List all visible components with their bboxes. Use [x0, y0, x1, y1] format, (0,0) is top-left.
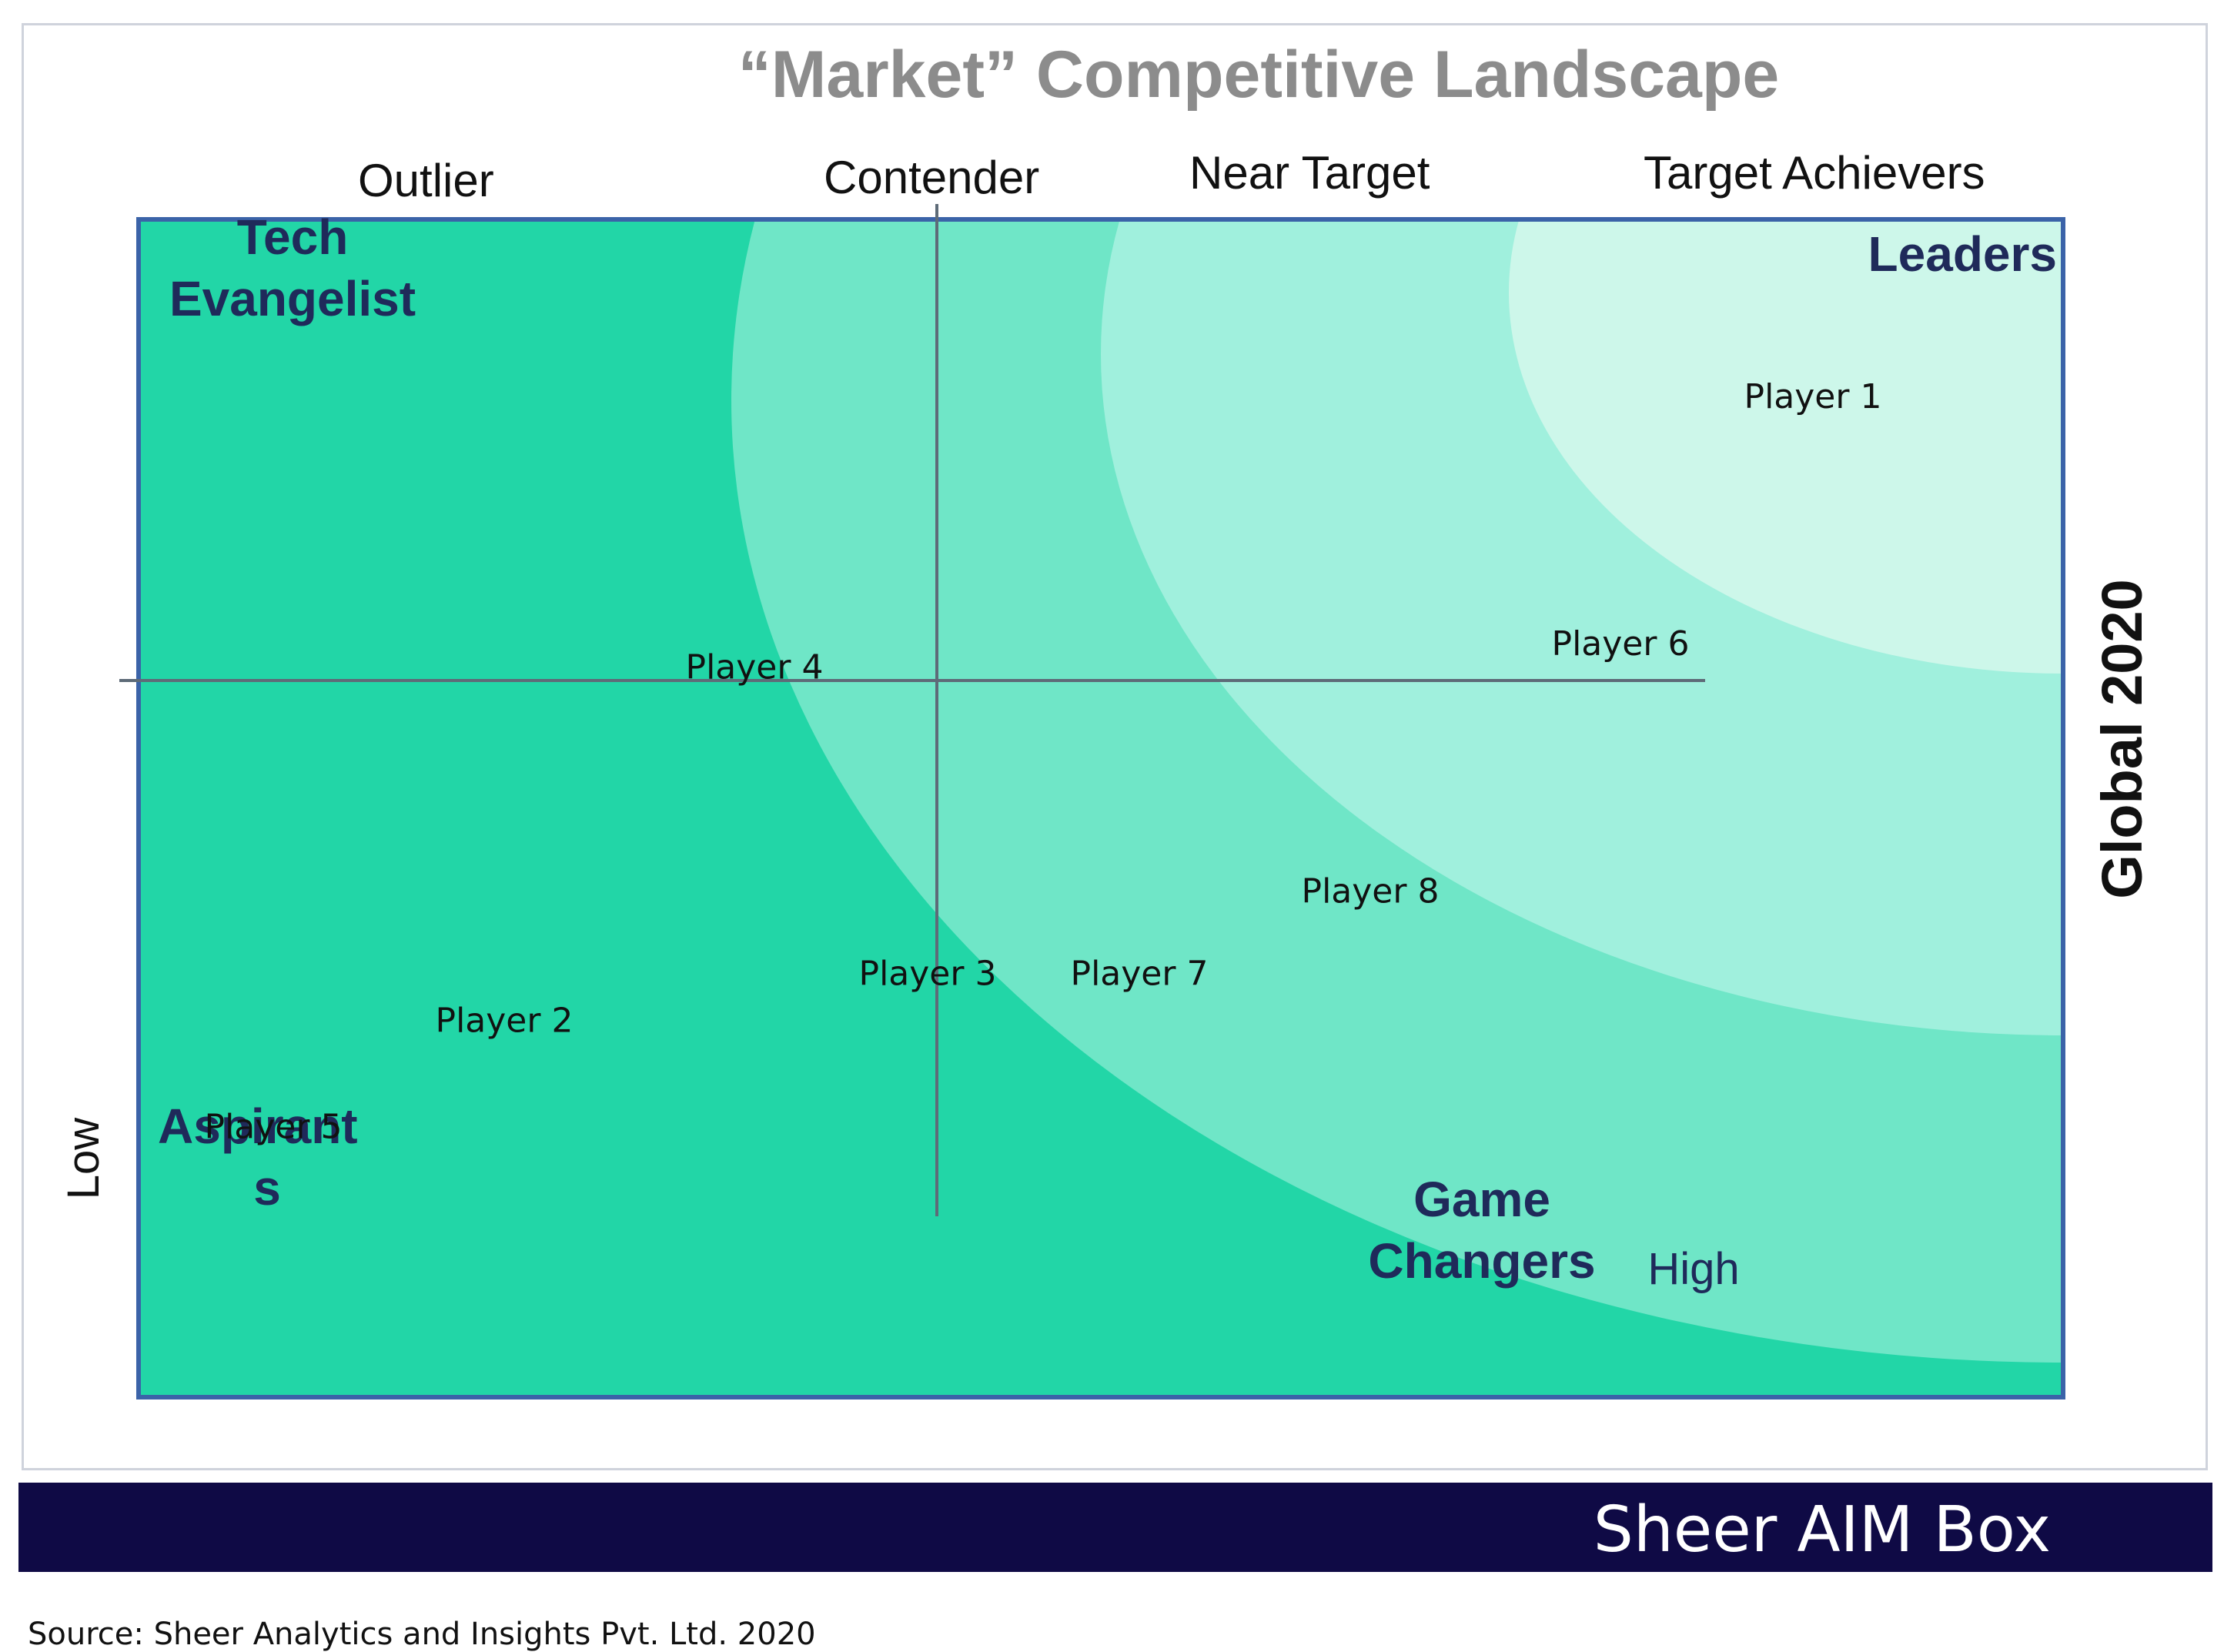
player-label: Player 3	[859, 955, 997, 994]
quadrant-label-evangelist: Evangelist	[169, 271, 416, 326]
column-target-achievers: Target Achievers	[1644, 147, 1985, 199]
column-contender: Contender	[824, 152, 1040, 203]
column-near-target: Near Target	[1189, 147, 1430, 199]
banner: Sheer AIM Box	[18, 1483, 2212, 1572]
quadrant-label-tech: Tech	[237, 209, 349, 265]
player-label: Player 4	[686, 648, 824, 687]
chart-frame	[22, 23, 2208, 1470]
chart-title: “Market” Competitive Landscape	[737, 38, 1780, 112]
quadrant-label-game: Game	[1413, 1172, 1550, 1227]
column-outlier: Outlier	[358, 155, 494, 206]
quadrant-label-leaders: Leaders	[1868, 226, 2057, 282]
player-label: Player 5	[205, 1107, 343, 1146]
axis-label-low: Low	[59, 1117, 109, 1200]
player-labels: Player 1 Player 6 Player 4 Player 8 Player 3…	[205, 377, 1882, 1147]
quadrant-label-changers: Changers	[1368, 1233, 1595, 1289]
axis-label-high: High	[1647, 1244, 1739, 1294]
player-label: Player 6	[1552, 624, 1690, 664]
player-label: Player 7	[1071, 955, 1209, 994]
ring-target-achievers	[1509, 219, 2063, 674]
quadrant-label-aspirant-s: s	[253, 1160, 281, 1216]
source-note: Source: Sheer Analytics and Insights Pvt…	[28, 1617, 816, 1652]
axis-label-global-2020: Global 2020	[2090, 579, 2154, 898]
banner-text: Sheer AIM Box	[1593, 1493, 2051, 1567]
player-label: Player 1	[1744, 377, 1882, 416]
player-label: Player 8	[1302, 871, 1440, 911]
plot-border	[136, 217, 2065, 1400]
player-label: Player 2	[436, 1002, 574, 1041]
quadrant-label-aspirant: Aspirant	[158, 1099, 358, 1154]
